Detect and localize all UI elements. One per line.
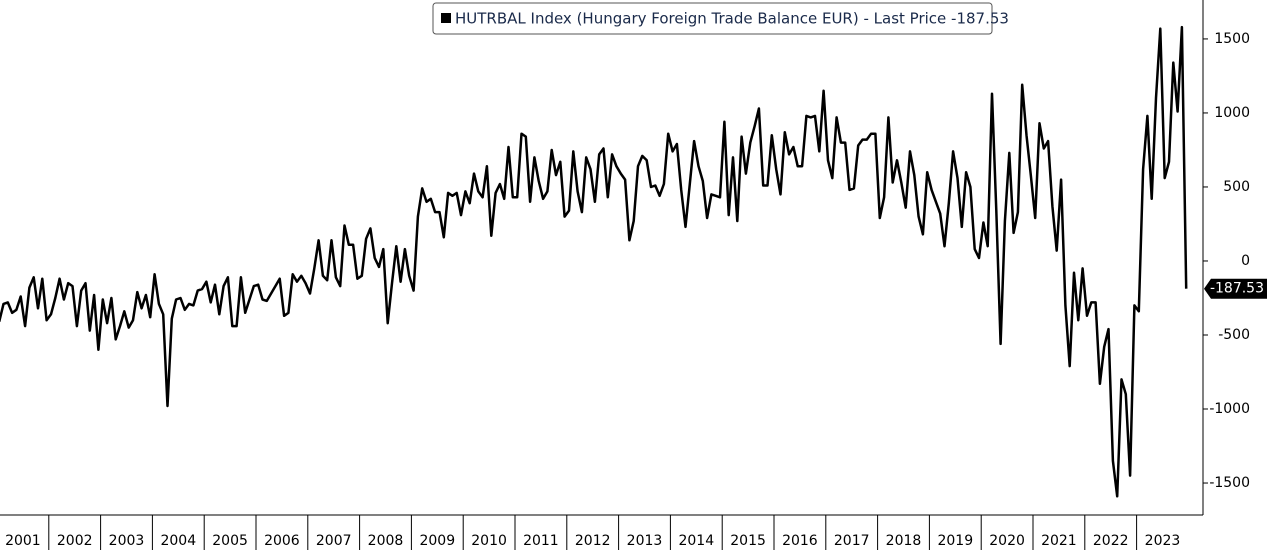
x-tick-label: 2011 bbox=[523, 533, 559, 549]
x-tick-label: 2010 bbox=[471, 533, 507, 549]
x-tick-label: 2005 bbox=[212, 533, 248, 549]
x-tick-label: 2016 bbox=[782, 533, 818, 549]
x-tick-label: 2018 bbox=[886, 533, 922, 549]
legend-swatch bbox=[441, 13, 451, 23]
x-tick-label: 2021 bbox=[1041, 533, 1077, 549]
x-tick-label: 2017 bbox=[834, 533, 870, 549]
x-tick-label: 2009 bbox=[419, 533, 455, 549]
y-tick-label: -1500 bbox=[1209, 475, 1250, 491]
x-tick-label: 2008 bbox=[368, 533, 404, 549]
x-tick-label: 2020 bbox=[989, 533, 1025, 549]
legend: HUTRBAL Index (Hungary Foreign Trade Bal… bbox=[432, 2, 1009, 35]
x-tick-label: 2004 bbox=[160, 533, 196, 549]
x-tick-label: 2022 bbox=[1093, 533, 1129, 549]
x-tick-label: 2007 bbox=[316, 533, 352, 549]
legend-box bbox=[432, 2, 993, 35]
last-price-label: -187.53 bbox=[1210, 281, 1264, 297]
x-tick-label: 2019 bbox=[937, 533, 973, 549]
legend-label: HUTRBAL Index (Hungary Foreign Trade Bal… bbox=[455, 10, 1009, 28]
x-tick-label: 2003 bbox=[109, 533, 145, 549]
line bbox=[0, 25, 1188, 498]
x-tick-label: 2013 bbox=[627, 533, 663, 549]
x-tick-label: 2023 bbox=[1145, 533, 1181, 549]
y-tick-label: -1000 bbox=[1209, 401, 1250, 417]
y-tick-label: -500 bbox=[1218, 327, 1250, 343]
y-tick-label: 1000 bbox=[1214, 105, 1250, 121]
last-price-tag bbox=[1204, 278, 1267, 299]
y-tick-label: 0 bbox=[1241, 253, 1250, 269]
y-tick-label: 500 bbox=[1223, 179, 1250, 195]
x-tick-label: 2006 bbox=[264, 533, 300, 549]
x-tick-label: 2001 bbox=[5, 533, 41, 549]
x-tick-label: 2012 bbox=[575, 533, 611, 549]
x-tick-label: 2002 bbox=[57, 533, 93, 549]
y-tick-label: 1500 bbox=[1214, 31, 1250, 47]
x-tick-label: 2014 bbox=[678, 533, 714, 549]
x-tick-label: 2015 bbox=[730, 533, 766, 549]
